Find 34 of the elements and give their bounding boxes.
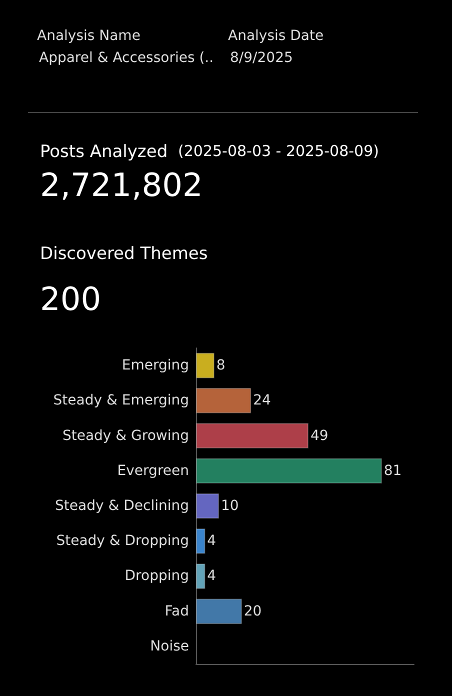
y-tick-label: Steady & Dropping	[56, 533, 189, 550]
text: Posts Analyzed	[40, 142, 168, 162]
text: Apparel & Accessories (..	[39, 50, 214, 66]
y-tick-label: Steady & Emerging	[53, 392, 189, 409]
y-tick-label: Noise	[150, 638, 189, 654]
bar	[196, 564, 206, 589]
bar	[196, 598, 242, 624]
text: Analysis Name	[37, 28, 140, 44]
text: (2025-08-03 - 2025-08-09)	[178, 142, 379, 160]
y-tick-label: Evergreen	[117, 462, 189, 479]
data-label: 49	[310, 428, 328, 444]
text: Discovered Themes	[40, 244, 208, 264]
text: Analysis Date	[228, 28, 324, 44]
bar	[196, 388, 252, 414]
data-label: 20	[244, 603, 262, 620]
y-tick-label: Steady & Growing	[62, 428, 189, 444]
data-label: 24	[253, 392, 271, 409]
bar	[196, 352, 214, 378]
data-label: 4	[207, 533, 216, 550]
bar	[196, 423, 308, 448]
text: 8/9/2025	[230, 50, 293, 66]
text: 2,721,802	[40, 166, 203, 204]
y-tick-label: Steady & Declining	[55, 498, 189, 514]
y-tick-label: Dropping	[124, 568, 189, 584]
data-label: 81	[384, 462, 402, 479]
data-label: 10	[220, 498, 239, 514]
data-label: 4	[207, 568, 216, 584]
data-label: 8	[216, 358, 226, 374]
bar	[196, 493, 219, 519]
y-tick-label: Fad	[164, 603, 189, 620]
bar	[196, 528, 206, 554]
text: 200	[40, 280, 102, 318]
bar	[196, 458, 382, 484]
y-tick-label: Emerging	[122, 358, 189, 374]
